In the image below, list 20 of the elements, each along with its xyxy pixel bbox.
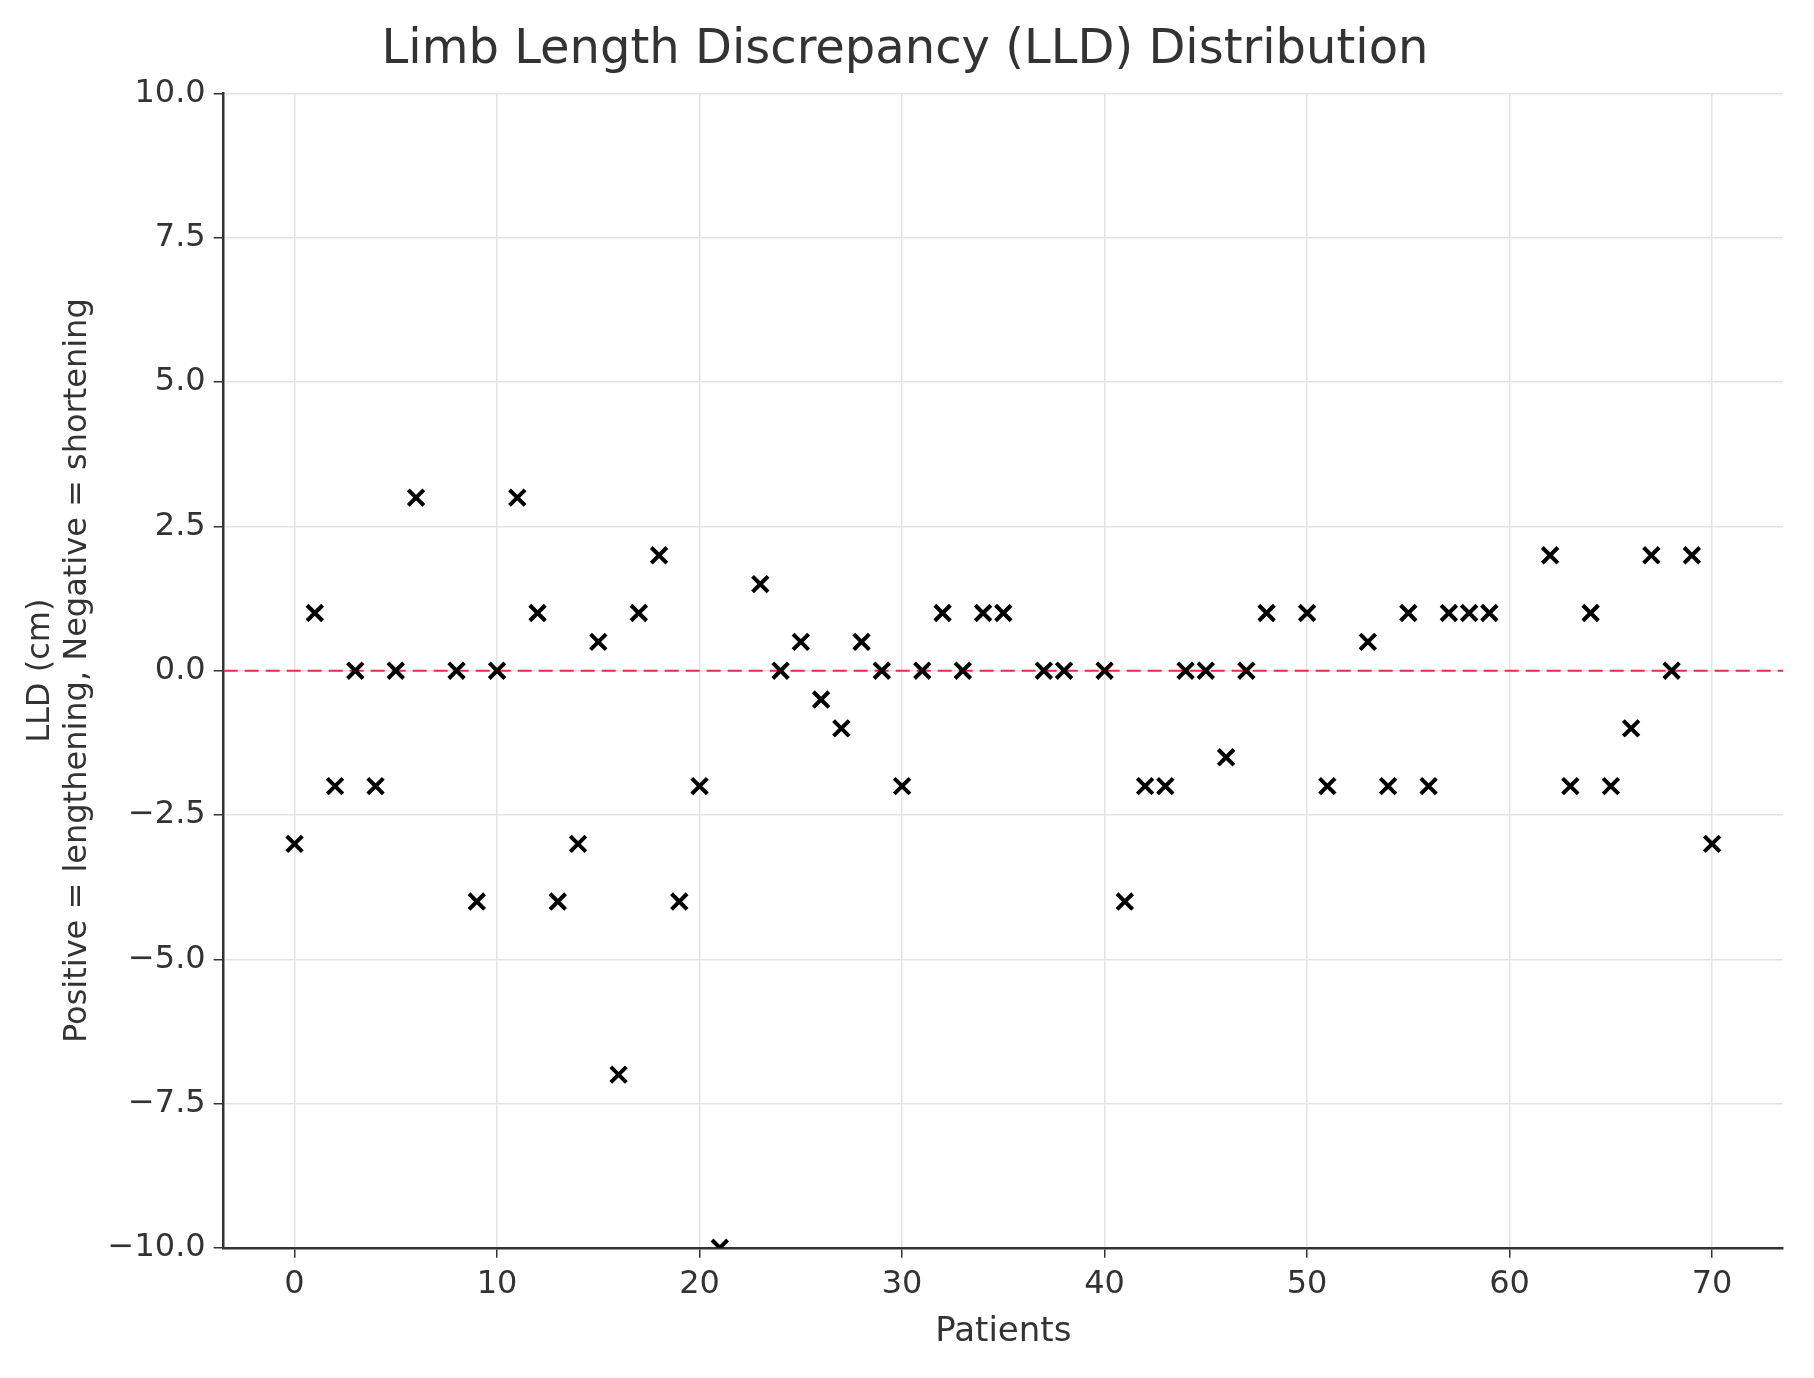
x-tick-label: 40 [1084,1263,1125,1302]
y-tick-label: 0.0 [154,649,206,688]
y-axis-title: LLD (cm) Positive = lengthening, Negative = shortening [18,298,94,1044]
y-tick-label: −2.5 [127,793,206,832]
x-tick-label: 20 [679,1263,720,1302]
x-tick-label: 10 [476,1263,518,1302]
chart-title: Limb Length Discrepancy (LLD) Distribution [381,18,1429,75]
y-tick-label: 5.0 [154,360,206,399]
y-tick-label: −5.0 [127,937,206,976]
x-tick-label: 0 [284,1263,305,1302]
x-tick-label: 70 [1691,1263,1733,1302]
x-tick-label: 50 [1286,1263,1328,1302]
x-tick-label: 30 [881,1263,923,1302]
y-tick-label: 2.5 [154,504,206,543]
y-tick-label: 10.0 [134,71,206,110]
y-tick-label: −10.0 [107,1226,206,1265]
x-axis-title: Patients [935,1309,1072,1350]
y-tick-label: 7.5 [154,216,206,255]
x-tick-label: 60 [1489,1263,1530,1302]
y-tick-label: −7.5 [127,1081,206,1120]
